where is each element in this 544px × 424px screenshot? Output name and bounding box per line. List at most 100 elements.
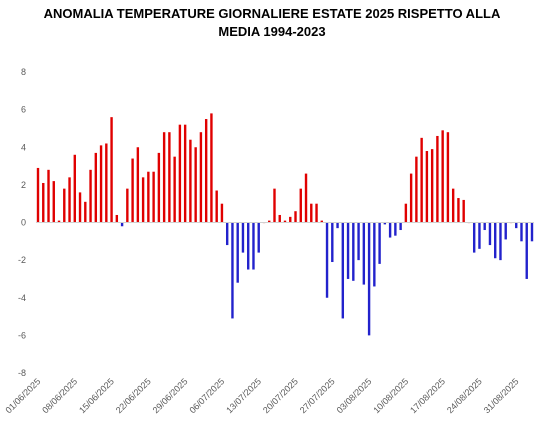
- bar: [183, 124, 187, 223]
- bar: [436, 135, 439, 223]
- bar: [189, 139, 192, 223]
- x-tick-label: 20/07/2025: [261, 376, 300, 415]
- bar: [236, 222, 239, 283]
- bar-series: [36, 113, 534, 336]
- bar: [294, 211, 297, 223]
- bar: [525, 222, 528, 279]
- bar: [73, 154, 76, 223]
- bar: [315, 203, 318, 223]
- chart-title-line-2: MEDIA 1994-2023: [218, 24, 325, 39]
- bar: [273, 188, 276, 223]
- bar: [399, 222, 402, 231]
- bar: [420, 137, 423, 223]
- bar: [220, 203, 224, 223]
- bar: [52, 181, 55, 223]
- x-tick-label: 10/08/2025: [371, 376, 410, 415]
- bar: [199, 132, 203, 223]
- bar: [488, 222, 492, 246]
- bar: [210, 113, 213, 223]
- x-tick-label: 08/06/2025: [40, 376, 79, 415]
- bar: [68, 177, 71, 223]
- bar: [515, 222, 518, 229]
- y-tick-label: -4: [18, 293, 26, 303]
- bar: [84, 201, 87, 223]
- bar: [115, 214, 119, 223]
- bar: [89, 169, 92, 223]
- bar: [225, 222, 229, 246]
- bar: [47, 169, 50, 223]
- bar: [278, 214, 281, 223]
- bar: [430, 149, 434, 223]
- bar: [152, 171, 155, 223]
- bar: [425, 151, 429, 223]
- bar: [194, 147, 197, 223]
- bar: [36, 167, 40, 223]
- bar: [320, 220, 323, 223]
- bar: [483, 222, 486, 231]
- bar: [105, 143, 108, 223]
- bar: [404, 203, 408, 223]
- bar: [299, 188, 302, 223]
- bar: [247, 222, 250, 270]
- bar: [462, 199, 465, 223]
- bar: [341, 222, 345, 319]
- bar: [57, 220, 61, 223]
- bar: [394, 222, 397, 236]
- bar: [231, 222, 234, 319]
- chart-title-line-1: ANOMALIA TEMPERATURE GIORNALIERE ESTATE …: [44, 6, 501, 21]
- bar: [99, 145, 103, 223]
- bar: [215, 190, 218, 223]
- y-tick-label: 4: [21, 142, 26, 152]
- bar: [78, 192, 82, 223]
- bar: [352, 222, 355, 281]
- bar: [331, 222, 334, 263]
- bar: [388, 222, 392, 238]
- bar: [63, 188, 66, 223]
- x-tick-label: 27/07/2025: [298, 376, 337, 415]
- bar: [304, 173, 308, 223]
- bar: [241, 222, 245, 253]
- x-axis: 01/06/202508/06/202515/06/202522/06/2025…: [3, 376, 520, 415]
- y-tick-label: 0: [21, 218, 26, 228]
- bar: [173, 156, 176, 223]
- bar: [457, 198, 460, 223]
- bar: [373, 222, 376, 287]
- bar: [268, 220, 271, 223]
- bar: [252, 222, 255, 270]
- x-tick-label: 29/06/2025: [151, 376, 190, 415]
- bar: [478, 222, 481, 249]
- y-tick-label: -6: [18, 330, 26, 340]
- bar: [289, 216, 292, 223]
- x-tick-label: 17/08/2025: [408, 376, 447, 415]
- x-tick-label: 06/07/2025: [187, 376, 226, 415]
- bar: [472, 222, 476, 253]
- x-tick-label: 13/07/2025: [224, 376, 263, 415]
- bar: [131, 158, 134, 223]
- y-tick-label: -2: [18, 255, 26, 265]
- bar: [157, 152, 161, 223]
- x-tick-label: 01/06/2025: [3, 376, 42, 415]
- bar: [162, 132, 166, 223]
- bar: [362, 222, 366, 285]
- bar: [336, 222, 339, 229]
- bar: [383, 222, 387, 225]
- bar: [126, 188, 129, 223]
- bar: [310, 203, 313, 223]
- bar: [283, 220, 287, 223]
- bar: [451, 188, 455, 223]
- bar: [141, 177, 145, 223]
- x-tick-label: 15/06/2025: [77, 376, 116, 415]
- x-tick-label: 31/08/2025: [482, 376, 521, 415]
- bar: [446, 132, 450, 223]
- bar: [378, 222, 381, 264]
- bar: [120, 222, 124, 227]
- bar: [346, 222, 350, 279]
- bar: [441, 130, 444, 223]
- bar: [499, 222, 502, 261]
- bar: [415, 156, 418, 223]
- bar: [409, 173, 413, 223]
- y-tick-label: 2: [21, 180, 26, 190]
- y-tick-label: 8: [21, 67, 26, 77]
- bar: [520, 222, 523, 242]
